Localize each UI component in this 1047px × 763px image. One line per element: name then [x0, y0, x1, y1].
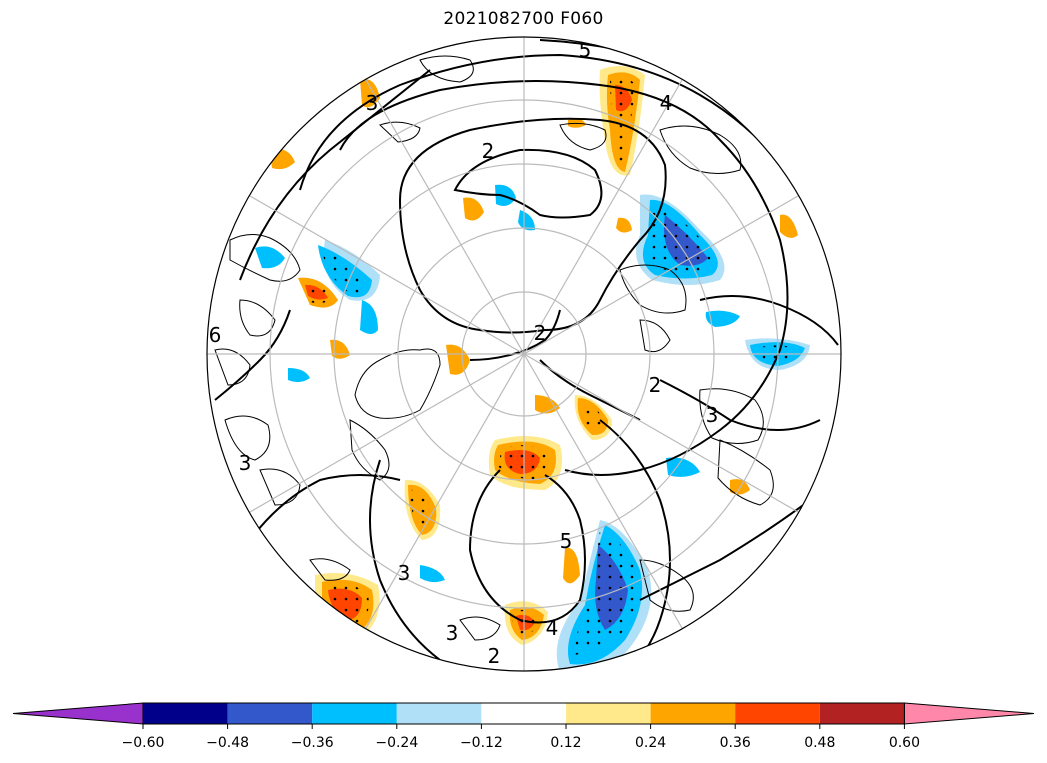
colorbar-tick-label: −0.60: [122, 735, 165, 751]
colorbar-frame: [142, 702, 905, 725]
positive-anomaly: [780, 214, 798, 238]
colorbar-tick-label: −0.48: [206, 735, 249, 751]
colorbar-tick-label: −0.24: [375, 735, 418, 751]
colorbar: −0.60 −0.48 −0.36 −0.24 −0.12 0.12 0.24 0.36 0.4…: [12, 702, 1035, 751]
contour-label: 3: [398, 561, 411, 585]
colorbar-bin: [396, 703, 482, 724]
colorbar-tick-label: −0.36: [291, 735, 334, 751]
polar-gridlines: [207, 37, 841, 671]
positive-anomaly: [616, 217, 632, 233]
positive-anomaly: [446, 344, 470, 375]
negative-anomaly: [705, 310, 740, 327]
polar-map: 2 2 2 2 3 3 3 3 3 4 4 5 5 6: [206, 36, 842, 672]
colorbar-bin: [650, 703, 736, 724]
positive-anomaly: [563, 547, 580, 584]
contour-label: 2: [482, 139, 495, 163]
negative-anomaly: [255, 246, 285, 269]
colorbar-tick-label: 0.36: [720, 735, 751, 751]
contour-labels: 2 2 2 2 3 3 3 3 3 4 4 5 5 6: [209, 38, 719, 668]
negative-anomaly: [518, 210, 535, 231]
colorbar-bin: [566, 703, 651, 724]
positive-anomaly: [463, 197, 484, 221]
positive-anomaly: [330, 339, 350, 359]
positive-anomaly: [360, 79, 380, 108]
colorbar-bin: [819, 703, 905, 724]
contour-label: 3: [706, 403, 719, 427]
coastlines: [214, 55, 774, 641]
contour-label: 2: [534, 321, 547, 345]
negative-anomaly: [288, 368, 310, 383]
colorbar-bin: [481, 703, 566, 724]
colorbar-tick-label: −0.12: [460, 735, 503, 751]
negative-anomaly: [360, 300, 378, 334]
map-title: 2021082700 F060: [443, 9, 604, 29]
colorbar-tick-label: 0.48: [804, 735, 835, 751]
contour-label: 2: [649, 373, 662, 397]
colorbar-bin: [227, 703, 313, 724]
contour-label: 3: [239, 451, 252, 475]
negative-anomaly: [420, 565, 445, 583]
negative-anomaly: [666, 457, 700, 477]
map-boundary: [206, 36, 842, 672]
colorbar-extend-low: [12, 702, 144, 725]
shaded-anomaly-regions: [255, 66, 810, 671]
contour-label: 6: [209, 323, 222, 347]
contour-label: 4: [546, 616, 559, 640]
colorbar-bin: [143, 703, 228, 724]
colorbar-tick-label: 0.24: [635, 735, 666, 751]
contour-lines: [214, 37, 839, 669]
colorbar-bin: [312, 703, 397, 724]
contour-label: 4: [660, 91, 673, 115]
contour-label: 3: [366, 91, 379, 115]
negative-anomaly: [495, 184, 516, 206]
contour-label: 5: [560, 529, 573, 553]
contour-label: 2: [488, 644, 501, 668]
colorbar-extend-high: [903, 702, 1035, 725]
colorbar-tick-label: 0.12: [550, 735, 581, 751]
contour-label: 3: [446, 621, 459, 645]
colorbar-bin: [735, 703, 820, 724]
colorbar-tick-label: 0.60: [889, 735, 920, 751]
